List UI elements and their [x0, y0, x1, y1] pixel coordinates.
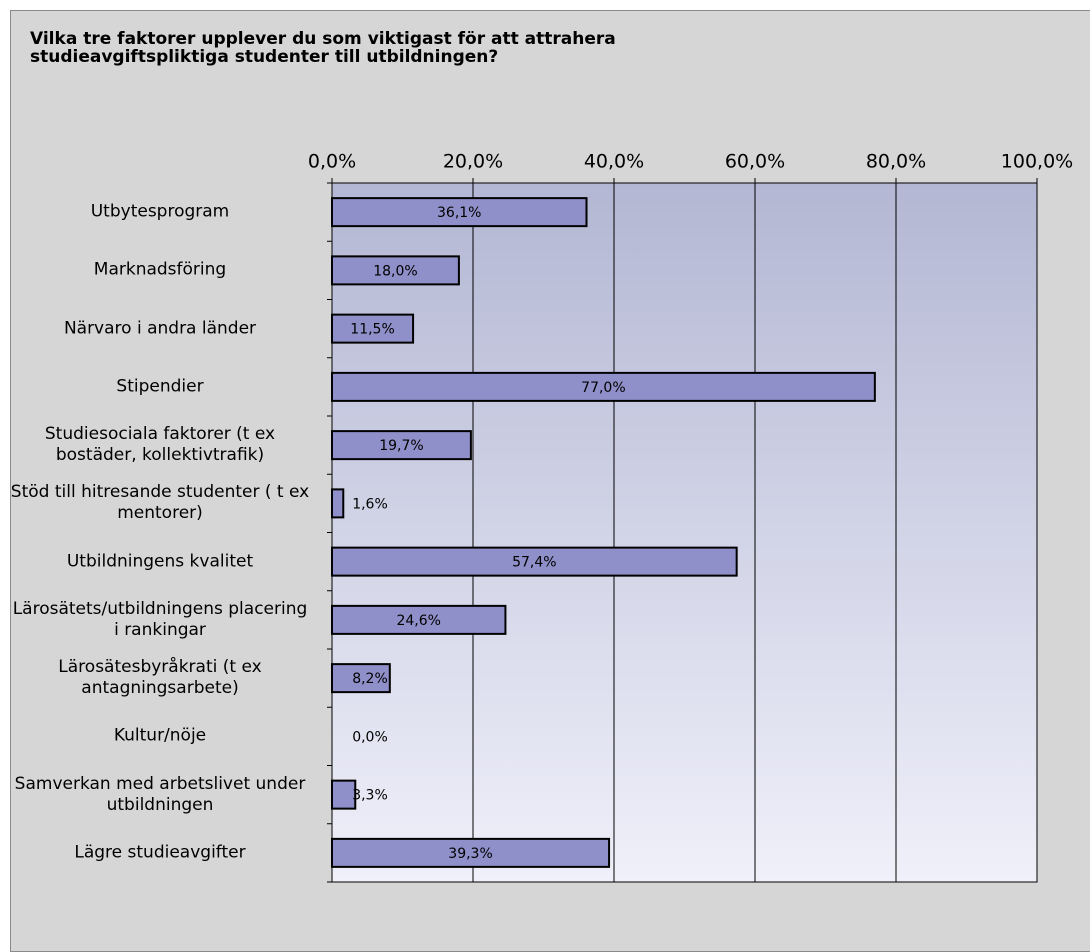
y-tick-label: Stipendier: [116, 376, 204, 397]
chart: 0,0% 20,0% 40,0% 60,0% 80,0% 100,0% 36,1% 18,0%…: [308, 151, 1073, 883]
x-tick-label: 0,0%: [308, 151, 356, 173]
data-label: 19,7%: [379, 438, 423, 454]
data-label: 8,2%: [352, 671, 388, 687]
y-tick-label: Lägre studieavgifter: [74, 842, 246, 863]
y-tick-label: Stöd till hitresande studenter ( t ex me…: [10, 482, 310, 524]
y-tick-label: Lärosätets/utbildningens placering i ran…: [12, 598, 308, 640]
y-tick-label: Närvaro i andra länder: [63, 318, 257, 339]
bar: [331, 546, 738, 577]
x-tick-label: 60,0%: [725, 151, 785, 173]
bar: [331, 488, 345, 519]
x-tick-label: 100,0%: [1001, 151, 1073, 173]
y-tick-label: Utbildningens kvalitet: [66, 551, 254, 572]
x-tick-label: 40,0%: [584, 151, 644, 173]
plot-area: [331, 182, 1038, 883]
page: Vilka tre faktorer upplever du som vikti…: [10, 10, 1090, 952]
data-label: 11,5%: [350, 322, 394, 338]
bar: [331, 604, 507, 635]
bar: [331, 837, 611, 868]
y-tick-label: Samverkan med arbetslivet under utbildni…: [14, 773, 306, 815]
y-tick-label: Marknadsföring: [93, 259, 227, 280]
bar: [331, 371, 876, 402]
x-tick-label: 80,0%: [866, 151, 926, 173]
data-label: 39,3%: [448, 846, 492, 862]
data-label: 1,6%: [352, 496, 388, 512]
data-label: 3,3%: [352, 788, 388, 804]
bar: [331, 779, 357, 810]
x-tick-label: 20,0%: [443, 151, 503, 173]
bar: [331, 313, 415, 344]
data-label: 57,4%: [512, 555, 556, 571]
data-label: 0,0%: [352, 729, 388, 745]
bar: [331, 663, 391, 694]
chart-title: Vilka tre faktorer upplever du som vikti…: [30, 29, 616, 67]
y-tick-label: Lärosätesbyråkrati (t ex antagningsarbet…: [58, 657, 262, 699]
data-label: 36,1%: [437, 205, 481, 221]
bar: [331, 255, 460, 286]
data-label: 77,0%: [581, 380, 625, 396]
bar: [331, 430, 472, 461]
y-tick-label: Utbytesprogram: [90, 201, 230, 222]
y-tick-label: Kultur/nöje: [113, 725, 207, 746]
data-label: 18,0%: [373, 263, 417, 279]
y-tick-label: Studiesociala faktorer (t ex bostäder, k…: [44, 424, 276, 466]
bar: [331, 197, 588, 228]
data-label: 24,6%: [396, 613, 440, 629]
